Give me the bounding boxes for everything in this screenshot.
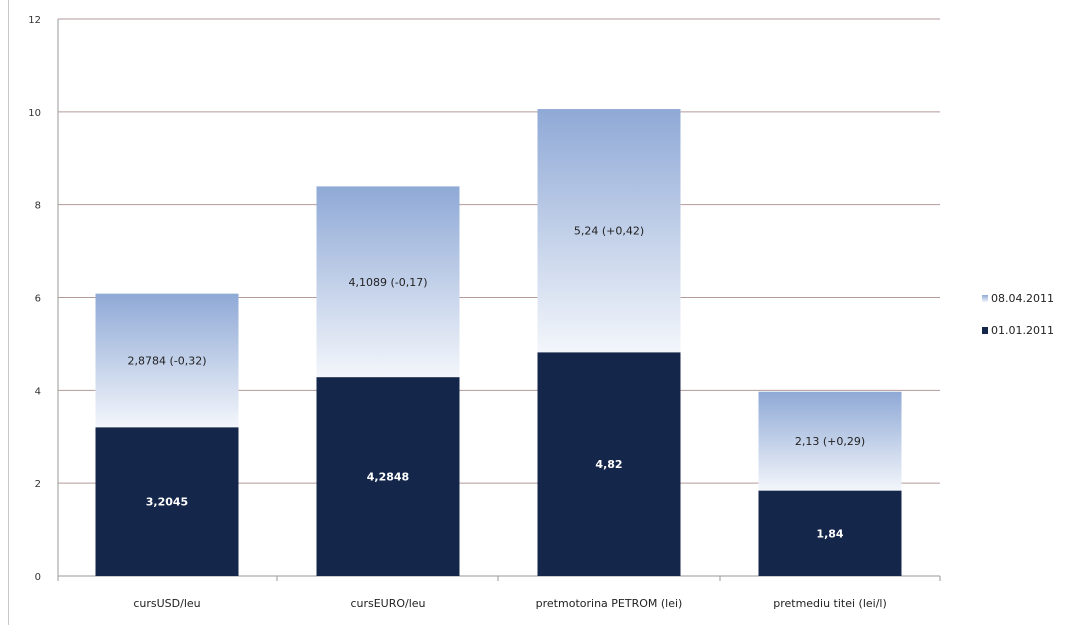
data-label-01-01-2011: 4,82 <box>595 458 622 471</box>
legend-label: 08.04.2011 <box>991 291 1054 305</box>
y-tick-label: 12 <box>28 15 41 26</box>
bar-segment-01-01-2011 <box>537 352 681 576</box>
y-tick-label: 10 <box>28 108 41 119</box>
chart-frame-left-edge <box>8 0 9 625</box>
x-category-label: pretmotorina PETROM (lei) <box>536 597 683 610</box>
legend-swatch-light <box>982 294 988 302</box>
y-tick-label: 8 <box>35 201 41 212</box>
legend-label: 01.01.2011 <box>991 323 1054 337</box>
data-label-01-01-2011: 1,84 <box>816 527 843 540</box>
legend-item-01-01-2011: 01.01.2011 <box>982 320 1054 340</box>
bar-segment-08-04-2011 <box>758 391 902 491</box>
bar-segment-01-01-2011 <box>95 427 239 576</box>
x-category-label: cursEURO/leu <box>350 597 425 610</box>
bar-segment-08-04-2011 <box>537 109 681 353</box>
data-label-08-04-2011: 2,13 (+0,29) <box>795 435 865 448</box>
data-label-08-04-2011: 5,24 (+0,42) <box>574 225 644 238</box>
bar-segment-01-01-2011 <box>316 377 460 576</box>
bar-segment-01-01-2011 <box>758 490 902 576</box>
bars <box>95 109 902 576</box>
data-label-01-01-2011: 4,2848 <box>367 471 409 484</box>
y-tick-label: 4 <box>35 386 41 397</box>
legend-item-08-04-2011: 08.04.2011 <box>982 288 1054 308</box>
x-category-label: pretmediu titei (lei/l) <box>773 597 887 610</box>
data-label-01-01-2011: 3,2045 <box>146 496 188 509</box>
legend: 08.04.2011 01.01.2011 <box>982 288 1054 352</box>
x-category-label: cursUSD/leu <box>133 597 200 610</box>
legend-swatch-dark <box>982 326 988 334</box>
data-labels: 3,2045 2,8784 (-0,32) 4,2848 4,1089 (-0,17)… <box>127 225 865 541</box>
bar-segment-08-04-2011 <box>95 293 239 428</box>
data-label-08-04-2011: 2,8784 (-0,32) <box>127 354 206 367</box>
y-tick-label: 0 <box>35 572 41 583</box>
y-tick-label: 6 <box>35 294 41 305</box>
data-label-08-04-2011: 4,1089 (-0,17) <box>348 276 427 289</box>
y-tick-label: 2 <box>35 479 41 490</box>
bar-segment-08-04-2011 <box>316 186 460 378</box>
